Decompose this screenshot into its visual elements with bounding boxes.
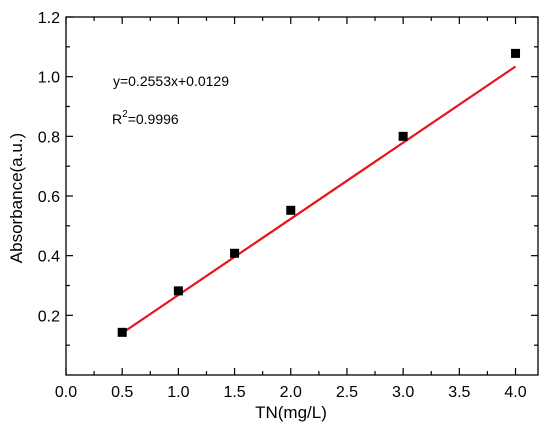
r2-value: =0.9996 xyxy=(128,111,179,127)
x-tick-label: 2.5 xyxy=(336,384,358,401)
plot-frame xyxy=(65,16,539,376)
data-point xyxy=(398,131,408,141)
y-tick-label: 0.6 xyxy=(38,189,60,206)
data-point xyxy=(117,327,127,337)
x-tick-label: 4.0 xyxy=(504,384,526,401)
x-tick-label: 0.0 xyxy=(55,384,77,401)
x-tick-label: 3.0 xyxy=(392,384,414,401)
y-tick-label: 0.2 xyxy=(38,308,60,325)
x-tick-label: 2.0 xyxy=(280,384,302,401)
y-tick-label: 0.4 xyxy=(38,249,60,266)
y-axis-title: Absorbance(a.u.) xyxy=(7,133,26,263)
data-point xyxy=(511,48,521,58)
fit-line xyxy=(121,65,517,334)
r2-exponent: 2 xyxy=(122,109,128,120)
y-tick-label: 1.2 xyxy=(38,10,60,27)
y-axis-ticks: 0.2 0.4 0.6 0.8 1.0 1.2 xyxy=(38,10,538,346)
data-point xyxy=(230,248,240,258)
x-tick-label: 1.5 xyxy=(223,384,245,401)
y-tick-label: 0.8 xyxy=(38,129,60,146)
r-squared-label: R2=0.9996 xyxy=(112,109,179,127)
regression-equation: y=0.2553x+0.0129 xyxy=(113,73,229,89)
x-tick-label: 0.5 xyxy=(111,384,133,401)
y-tick-label: 1.0 xyxy=(38,70,60,87)
plot-area xyxy=(65,16,539,376)
x-axis-ticks: 0.0 0.5 1.0 1.5 2.0 2.5 3.0 3.5 4.0 xyxy=(55,17,527,401)
x-tick-label: 1.0 xyxy=(167,384,189,401)
r2-prefix: R xyxy=(112,111,122,127)
x-axis-title: TN(mg/L) xyxy=(255,403,327,422)
data-point xyxy=(173,286,183,296)
data-point xyxy=(286,205,296,215)
x-tick-label: 3.5 xyxy=(448,384,470,401)
